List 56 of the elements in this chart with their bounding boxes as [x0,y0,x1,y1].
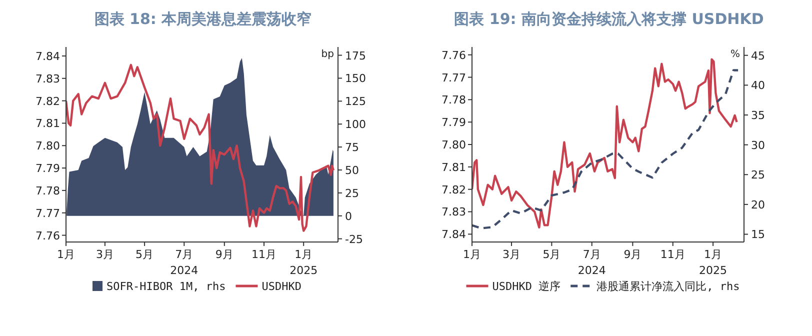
y2-axis-title: bp [321,49,334,60]
y-tick-label: 7.83 [442,206,466,219]
y-tick-label: 7.83 [36,72,60,86]
y2-tick-label: 20 [751,198,765,212]
y2-tick-label: 125 [345,95,366,108]
y-tick-label: 7.84 [36,50,60,63]
y-tick-label: 7.81 [36,117,60,130]
y2-tick-label: 45 [751,49,765,62]
x-tick-label: 11月 [660,248,686,261]
legend-label: USDHKD [262,280,302,293]
y-tick-label: 7.81 [442,160,466,174]
y-tick-label: 7.82 [442,183,466,196]
legend-label: SOFR-HIBOR 1M, rhs [106,280,226,293]
x-tick-label: 7月 2024 [170,248,198,277]
y2-tick-label: 150 [345,72,366,86]
x-tick-label: 5月 [136,248,154,261]
x-tick-label: 1月 [463,248,481,261]
chart-title: 图表 18: 本周美港息差震荡收窄 [94,10,312,28]
x-tick-label: 1月 2025 [290,248,318,277]
legend-label: 港股通累计净流入同比, rhs [596,280,740,293]
y-tick-label: 7.76 [36,229,60,242]
y2-tick-label: 40 [751,79,765,92]
y-tick-label: 7.77 [36,206,60,220]
y2-tick-label: 100 [345,118,366,132]
y2-tick-label: -25 [345,232,363,246]
y2-tick-label: 175 [345,49,366,62]
x-tick-label: 3月 [502,248,521,261]
y-tick-label: 7.80 [36,140,60,153]
x-tick-label: 1月 2025 [699,248,728,277]
y-tick-label: 7.78 [36,184,60,198]
x-tick-label: 3月 [96,248,114,261]
x-tick-label: 5月 [542,248,561,261]
y-tick-label: 7.80 [442,138,466,152]
chart-title: 图表 19: 南向资金持续流入将支撑 USDHKD [454,10,764,28]
y2-tick-label: 35 [751,108,765,122]
y-tick-label: 7.76 [442,48,466,62]
x-tick-label: 11月 [251,248,276,261]
y2-tick-label: 50 [345,164,359,177]
y-tick-label: 7.77 [442,71,466,84]
y-tick-label: 7.79 [442,116,466,130]
y2-tick-label: 30 [751,138,765,152]
y-tick-label: 7.78 [442,94,466,107]
y2-tick-label: 25 [345,186,359,200]
y-tick-label: 7.82 [36,94,60,108]
y2-tick-label: 15 [751,228,765,242]
y2-tick-label: 25 [751,168,765,182]
y2-tick-label: 75 [345,141,359,154]
legend-label: USDHKD 逆序 [492,280,561,293]
y2-axis-title: % [730,49,740,60]
y-tick-label: 7.84 [442,228,466,242]
x-tick-label: 7月 2024 [578,248,606,277]
y-tick-label: 7.79 [36,162,60,176]
y2-tick-label: 0 [345,210,352,223]
x-tick-label: 9月 [624,248,642,261]
x-tick-label: 9月 [215,248,234,261]
x-tick-label: 1月 [57,248,75,261]
